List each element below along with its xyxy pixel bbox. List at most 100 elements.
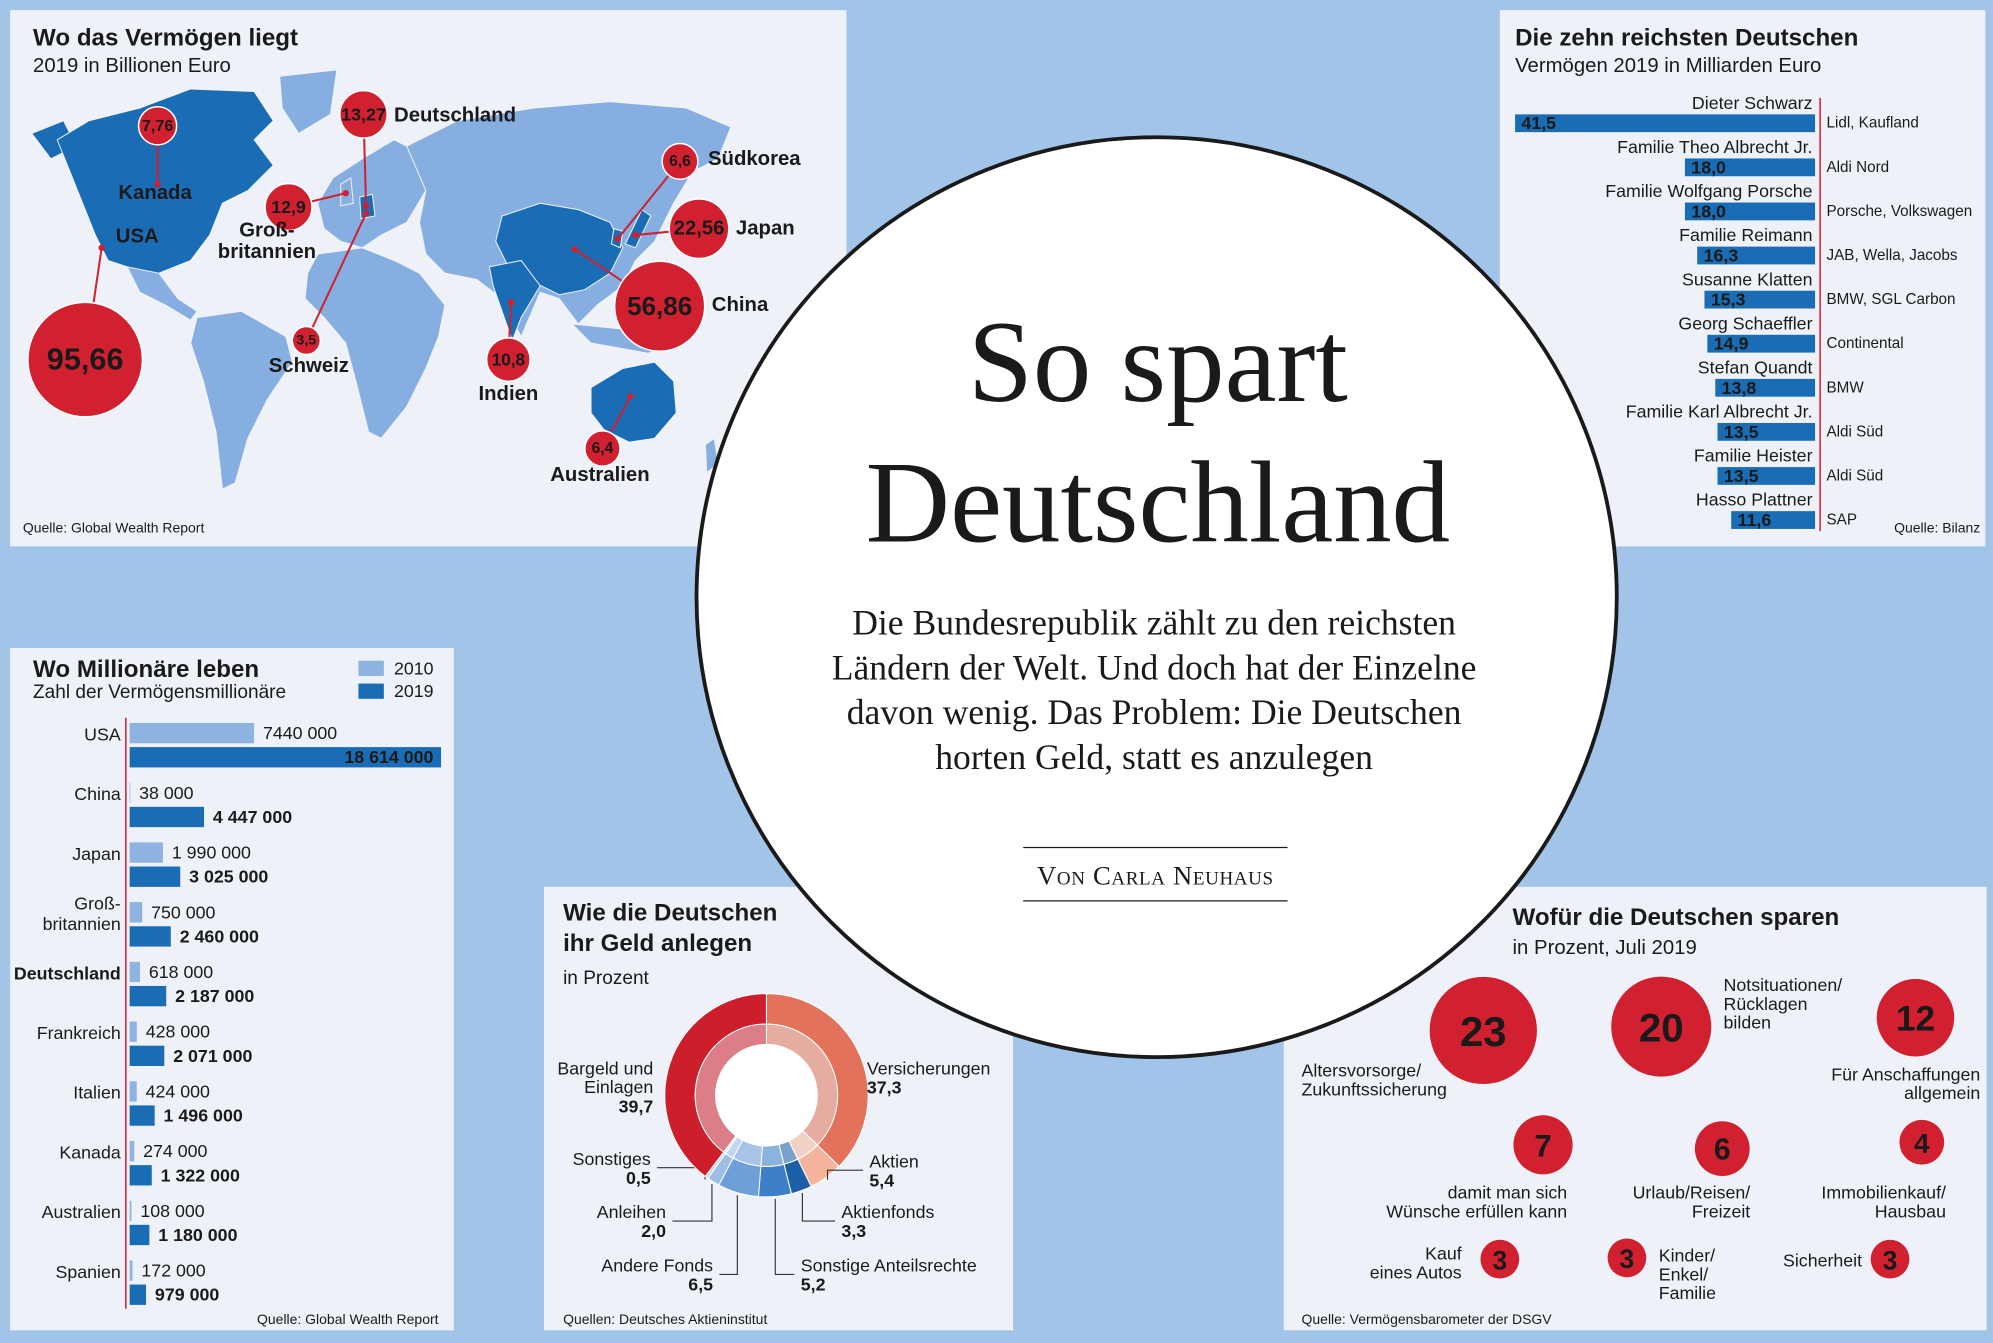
bubble-caption: Kauf eines Autos [1370, 1244, 1462, 1283]
continent [190, 310, 293, 490]
bar [1715, 378, 1816, 397]
bar-label: 7440 000 [263, 723, 337, 743]
anchor-dot [627, 393, 634, 400]
company-label: JAB, Wella, Jacobs [1826, 247, 1957, 264]
bar [129, 747, 442, 768]
legend-label: 2010 [394, 658, 434, 678]
source: Quelle: Bilanz [1894, 519, 1980, 535]
bubble [1899, 1119, 1945, 1165]
company-label: Porsche, Volkswagen [1826, 203, 1972, 220]
bubble [1876, 978, 1955, 1057]
bar [129, 782, 131, 804]
person-label: Hasso Plattner [1696, 490, 1813, 510]
segment-value: 2,0 [641, 1221, 666, 1241]
bar-label: 13,5 [1724, 422, 1759, 442]
panel-title: Wofür die Deutschen sparen [1513, 904, 1840, 931]
bubble-label: 95,66 [47, 343, 124, 377]
category-label: Kanada [59, 1142, 120, 1162]
bubble-label: 56,86 [627, 291, 692, 321]
person-label: Dieter Schwarz [1692, 93, 1813, 113]
bubble-label: 6,4 [592, 440, 614, 457]
leader-line [719, 1195, 738, 1275]
bubble-label: 7,76 [142, 117, 173, 135]
bar-label: 11,6 [1738, 510, 1772, 530]
bubble-label: 7 [1534, 1129, 1551, 1164]
bar [129, 842, 163, 863]
bubble-label: 6,6 [669, 153, 691, 170]
bar-label: 38 000 [139, 783, 194, 803]
bubble-label: 13,27 [341, 104, 386, 124]
segment-label: Anleihen [597, 1202, 666, 1222]
panel-subtitle: in Prozent [563, 968, 649, 989]
title-circle [694, 135, 1619, 1060]
bar-label: 2 460 000 [180, 926, 259, 946]
bar-label: 13,8 [1722, 378, 1757, 398]
person-label: Susanne Klatten [1682, 269, 1813, 289]
company-label: Lidl, Kaufland [1826, 115, 1918, 132]
category-label: Spanien [55, 1262, 120, 1282]
country-label: Kanada [118, 182, 192, 204]
segment-label: Andere Fonds [601, 1255, 713, 1275]
person-label: Familie Heister [1694, 446, 1813, 466]
legend-swatch [358, 660, 384, 676]
bar-label: 274 000 [143, 1141, 207, 1161]
bar-label: 15,3 [1711, 290, 1746, 310]
world-map [30, 69, 732, 490]
company-label: BMW, SGL Carbon [1826, 291, 1955, 308]
bubble-label: 20 [1639, 1005, 1684, 1050]
segment-label: Bargeld und Einlagen [557, 1059, 653, 1098]
bubble-caption: damit man sich Wünsche erfüllen kann [1386, 1183, 1567, 1222]
continent [56, 88, 274, 287]
bar [129, 902, 143, 923]
category-label: Italien [73, 1083, 120, 1103]
bubble [339, 89, 389, 139]
bubble-label: 12 [1896, 1000, 1935, 1039]
category-label: USA [84, 724, 121, 744]
bubble [1694, 1121, 1750, 1176]
bar [129, 926, 171, 947]
bar [129, 1224, 150, 1246]
bubble [1513, 1115, 1573, 1175]
source: Quelle: Global Wealth Report [23, 519, 205, 535]
category-label: Frankreich [37, 1023, 121, 1043]
category-label: Groß-britannien [43, 893, 121, 933]
panel-subtitle: in Prozent, Juli 2019 [1513, 937, 1697, 959]
panel-title: Wo das Vermögen liegt [33, 25, 298, 52]
bar [129, 1200, 132, 1222]
anchor-dot [632, 231, 639, 239]
bar [1731, 511, 1816, 529]
bar-label: 18 614 000 [344, 747, 433, 767]
bar [1717, 422, 1816, 441]
bar-label: 18,0 [1691, 201, 1726, 221]
bar-label: 41,5 [1521, 113, 1556, 133]
segment-label: Sonstige Anteilsrechte [801, 1255, 977, 1275]
author: Von Carla Neuhaus [1037, 860, 1274, 890]
bar-label: 1 496 000 [164, 1106, 243, 1126]
bar [129, 1284, 147, 1305]
legend-label: 2019 [394, 681, 434, 701]
anchor-dot [342, 189, 349, 197]
country-label: Indien [478, 383, 538, 405]
continent [126, 266, 198, 321]
bubble [291, 325, 322, 356]
source: Quelle: Vermögensbarometer der DSGV [1302, 1311, 1553, 1327]
bar [129, 806, 205, 828]
country-label: USA [116, 225, 159, 247]
bubble [485, 337, 531, 383]
country-label: Australien [550, 464, 649, 486]
source: Quellen: Deutsches Aktieninstitut [563, 1311, 767, 1327]
bar-label: 18,0 [1691, 157, 1726, 177]
bar [1704, 290, 1816, 309]
bubble-caption: Immobilienkauf/Hausbau [1821, 1183, 1946, 1222]
bubble-label: 3 [1620, 1244, 1635, 1274]
bar-label: 16,3 [1704, 246, 1739, 266]
company-label: Aldi Süd [1826, 423, 1883, 440]
bar [129, 1045, 165, 1067]
bar [1684, 202, 1816, 221]
bar [1515, 114, 1816, 133]
person-label: Familie Wolfgang Porsche [1605, 181, 1812, 201]
bar [129, 1105, 155, 1126]
bar [1697, 246, 1816, 265]
leader-line [826, 1169, 864, 1180]
